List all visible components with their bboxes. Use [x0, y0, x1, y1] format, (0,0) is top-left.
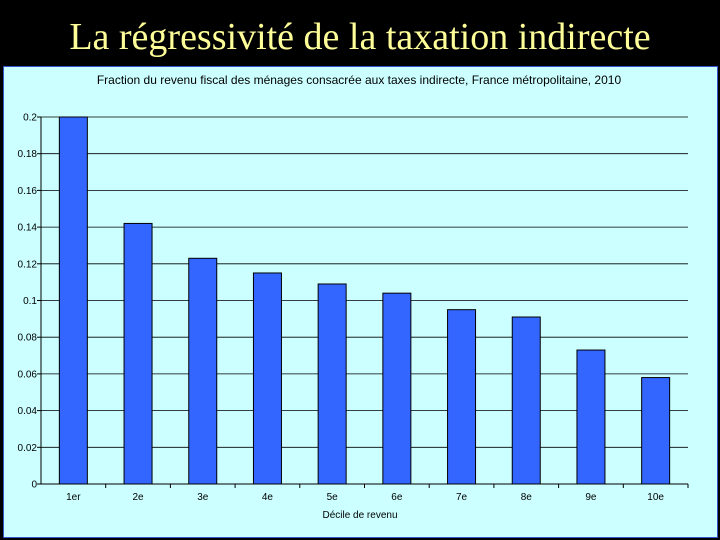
bar-10e [641, 377, 671, 485]
y-tick-label: 0.2 [23, 113, 37, 124]
slide-title-bar: La régressivité de la taxation indirecte [0, 0, 720, 66]
y-tick-label: 0.18 [18, 149, 38, 160]
bar-chart: Fraction du revenu fiscal des ménages co… [18, 73, 689, 521]
y-tick-label: 0.02 [18, 443, 38, 454]
y-tick-label: 0.1 [23, 296, 37, 307]
bar-3e [188, 257, 218, 485]
y-tick-label: 0 [31, 480, 37, 491]
x-tick-label: 4e [262, 492, 274, 503]
bar-5e [317, 283, 347, 485]
bar-9e [576, 349, 606, 485]
x-tick-label: 10e [647, 492, 664, 503]
x-axis-label: Décile de revenu [322, 510, 397, 521]
bar-7e [447, 309, 477, 485]
x-tick-label: 7e [456, 492, 468, 503]
bar-8e [511, 316, 541, 485]
chart-title: Fraction du revenu fiscal des ménages co… [97, 73, 622, 87]
bar-4e [252, 272, 282, 485]
x-tick-label: 9e [585, 492, 597, 503]
x-tick-label: 6e [391, 492, 403, 503]
x-axis-ticks: 1er 2e 3e 4e 5e 6e 7e 8e 9e 10e [66, 484, 689, 503]
bar-1er [58, 116, 88, 485]
x-tick-label: 5e [327, 492, 339, 503]
x-tick-label: 2e [132, 492, 144, 503]
y-tick-label: 0.12 [18, 259, 38, 270]
bar-2e [123, 222, 153, 485]
x-tick-label: 8e [521, 492, 533, 503]
y-tick-label: 0.06 [18, 369, 38, 380]
y-tick-label: 0.14 [18, 223, 38, 234]
bars [58, 116, 671, 485]
x-tick-label: 1er [66, 492, 81, 503]
y-tick-label: 0.08 [18, 333, 38, 344]
y-axis-ticks: 0 0.02 0.04 0.06 0.08 0.1 0.12 0.14 0.16 0.18 0.2 [18, 113, 41, 491]
bar-6e [382, 292, 412, 485]
y-tick-label: 0.16 [18, 186, 38, 197]
slide-title: La régressivité de la taxation indirecte [69, 16, 651, 58]
x-tick-label: 3e [197, 492, 209, 503]
chart-panel: Fraction du revenu fiscal des ménages co… [3, 66, 718, 538]
y-tick-label: 0.04 [18, 406, 38, 417]
